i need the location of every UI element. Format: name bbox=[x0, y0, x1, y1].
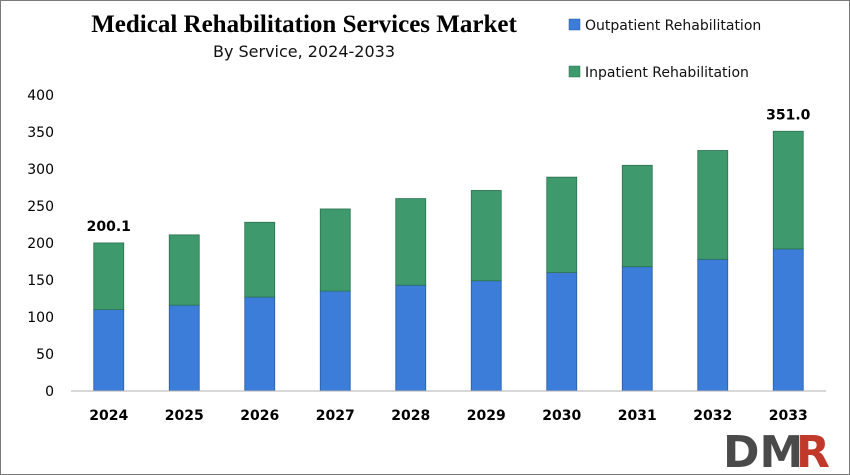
bar-inpatient-2033 bbox=[772, 130, 804, 250]
x-tick-label: 2030 bbox=[542, 408, 581, 424]
bar-inpatient-2032 bbox=[697, 150, 729, 260]
y-tick-label: 50 bbox=[36, 347, 54, 363]
bar-outpatient-2032 bbox=[697, 258, 729, 392]
bar-inpatient-2029 bbox=[470, 190, 502, 282]
x-tick-label: 2031 bbox=[618, 408, 657, 424]
x-tick-label: 2027 bbox=[316, 408, 355, 424]
legend-swatch-inpatient bbox=[568, 65, 581, 78]
chart-subtitle: By Service, 2024-2033 bbox=[213, 42, 395, 61]
bar-inpatient-2026 bbox=[244, 221, 276, 298]
y-tick-label: 250 bbox=[27, 199, 54, 215]
legend: Outpatient Rehabilitation Inpatient Reha… bbox=[568, 18, 761, 81]
bar-inpatient-2028 bbox=[395, 198, 427, 286]
legend-label-outpatient: Outpatient Rehabilitation bbox=[585, 18, 761, 34]
bars-group bbox=[93, 130, 804, 392]
x-tick-label: 2024 bbox=[89, 408, 128, 424]
y-tick-label: 150 bbox=[27, 273, 54, 289]
bar-outpatient-2026 bbox=[244, 296, 276, 392]
legend-label-inpatient: Inpatient Rehabilitation bbox=[585, 65, 749, 81]
chart-title: Medical Rehabilitation Services Market bbox=[91, 11, 517, 38]
legend-swatch-outpatient bbox=[568, 18, 581, 31]
bar-outpatient-2033 bbox=[772, 248, 804, 392]
x-axis: 2024 2025 2026 2027 2028 2029 2030 2031 2032 2033 bbox=[71, 390, 826, 424]
logo-r-text: R bbox=[796, 427, 830, 474]
x-tick-label: 2029 bbox=[467, 408, 506, 424]
bar-inpatient-2024 bbox=[93, 242, 125, 310]
bar-outpatient-2030 bbox=[546, 272, 578, 392]
y-tick-label: 100 bbox=[27, 310, 54, 326]
bar-outpatient-2031 bbox=[621, 266, 653, 392]
data-label-2024: 200.1 bbox=[87, 219, 131, 235]
bar-outpatient-2025 bbox=[168, 304, 200, 392]
x-tick-label: 2032 bbox=[693, 408, 732, 424]
x-tick-label: 2025 bbox=[165, 408, 204, 424]
bar-outpatient-2028 bbox=[395, 284, 427, 392]
x-tick-label: 2033 bbox=[769, 408, 808, 424]
y-tick-label: 400 bbox=[27, 88, 54, 104]
y-axis: 0 50 100 150 200 250 300 350 400 bbox=[27, 88, 54, 400]
data-labels-group: 200.1 351.0 bbox=[87, 107, 811, 235]
bar-outpatient-2024 bbox=[93, 309, 125, 392]
bar-outpatient-2029 bbox=[470, 280, 502, 392]
bar-outpatient-2027 bbox=[319, 290, 351, 392]
y-tick-label: 200 bbox=[27, 236, 54, 252]
dmr-logo: DM R bbox=[723, 427, 830, 474]
bar-inpatient-2030 bbox=[546, 176, 578, 273]
y-tick-label: 300 bbox=[27, 162, 54, 178]
data-label-2033: 351.0 bbox=[766, 107, 811, 123]
y-tick-label: 350 bbox=[27, 125, 54, 141]
logo-dm-text: DM bbox=[723, 427, 803, 474]
bar-inpatient-2027 bbox=[319, 208, 351, 292]
x-tick-label: 2026 bbox=[240, 408, 279, 424]
bar-inpatient-2025 bbox=[168, 234, 200, 306]
x-tick-label: 2028 bbox=[391, 408, 430, 424]
bar-inpatient-2031 bbox=[621, 164, 653, 268]
y-tick-label: 0 bbox=[45, 384, 54, 400]
